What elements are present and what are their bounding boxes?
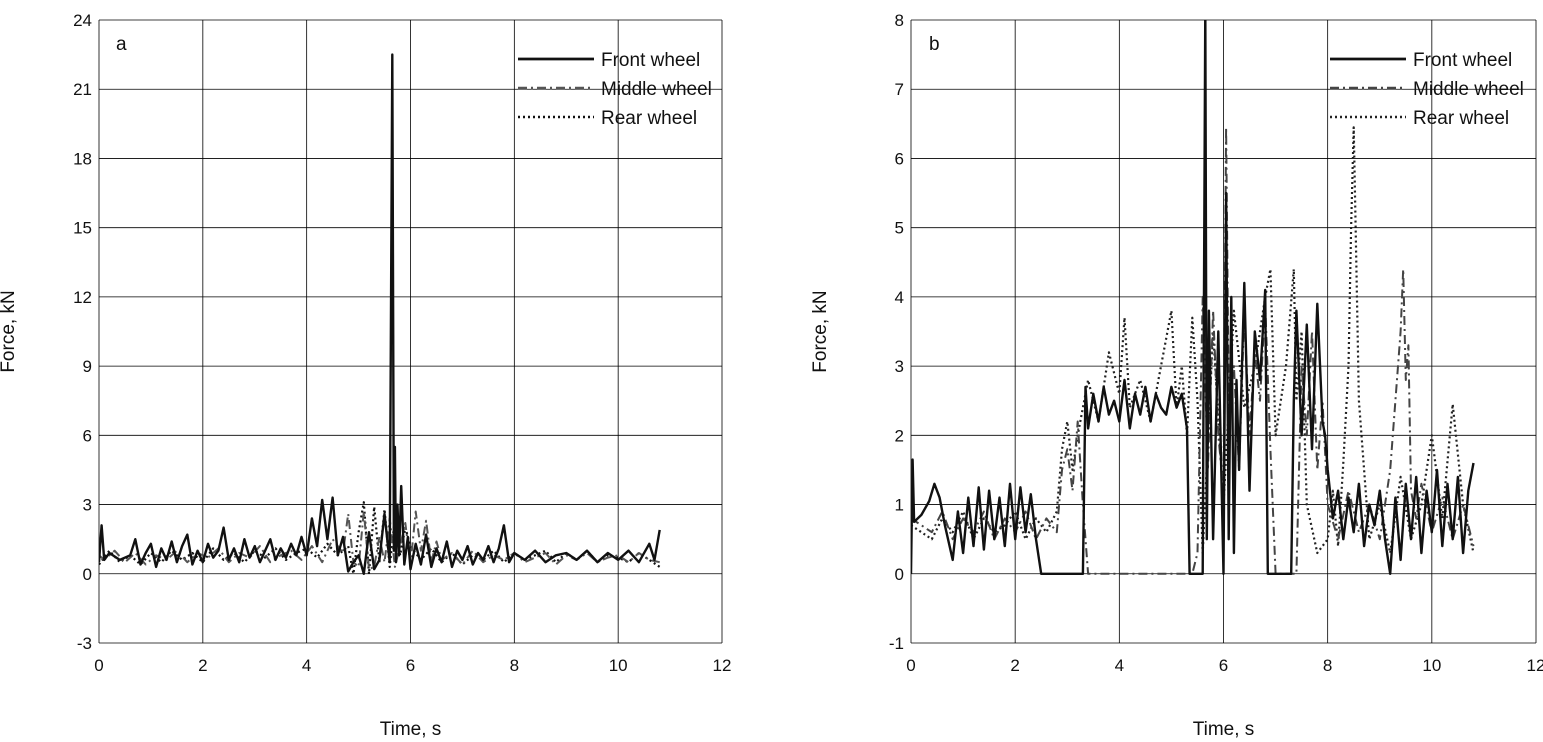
y-tick-label: 21 xyxy=(73,80,92,99)
x-tick-label: 2 xyxy=(198,656,207,675)
x-axis-label: Time, s xyxy=(1193,719,1255,740)
y-tick-label: 3 xyxy=(895,357,904,376)
y-tick-label: 4 xyxy=(895,288,904,307)
x-tick-label: 0 xyxy=(94,656,103,675)
y-tick-label: 0 xyxy=(895,565,904,584)
y-tick-label: 6 xyxy=(895,149,904,168)
series-line-middle-wheel xyxy=(911,126,1475,575)
y-tick-label: 12 xyxy=(73,288,92,307)
y-tick-label: 2 xyxy=(895,426,904,445)
series-line-front-wheel xyxy=(911,20,1475,575)
y-tick-label: 9 xyxy=(83,357,92,376)
y-tick-label: 0 xyxy=(83,565,92,584)
x-tick-label: 12 xyxy=(713,656,732,675)
legend-label: Front wheel xyxy=(601,50,700,71)
y-axis-label: Force, kN xyxy=(810,290,831,372)
legend-label: Front wheel xyxy=(1413,50,1512,71)
x-tick-label: 4 xyxy=(302,656,311,675)
series-line-rear-wheel xyxy=(911,126,1475,555)
x-tick-label: 10 xyxy=(609,656,628,675)
panel-label: a xyxy=(116,34,127,55)
x-tick-label: 8 xyxy=(1323,656,1332,675)
y-axis-label: Force, kN xyxy=(0,290,19,372)
y-tick-label: 3 xyxy=(83,496,92,515)
legend-label: Rear wheel xyxy=(1413,108,1509,129)
x-tick-label: 12 xyxy=(1527,656,1543,675)
x-tick-label: 4 xyxy=(1115,656,1124,675)
x-tick-label: 0 xyxy=(906,656,915,675)
legend-label: Middle wheel xyxy=(1413,79,1524,100)
panel-label: b xyxy=(929,34,940,55)
legend-label: Middle wheel xyxy=(601,79,712,100)
y-tick-label: 7 xyxy=(895,80,904,99)
x-tick-label: 6 xyxy=(1219,656,1228,675)
series-line-front-wheel xyxy=(99,53,661,575)
legend: Front wheel Middle wheel Rear wheel xyxy=(518,50,712,129)
y-tick-label: 5 xyxy=(895,219,904,238)
y-tick-label: -1 xyxy=(889,634,904,653)
y-tick-label: 18 xyxy=(73,149,92,168)
y-tick-label: 15 xyxy=(73,219,92,238)
y-tick-label: 1 xyxy=(895,496,904,515)
x-axis-label: Time, s xyxy=(380,719,442,740)
y-tick-label: 6 xyxy=(83,426,92,445)
x-tick-label: 6 xyxy=(406,656,415,675)
x-tick-label: 8 xyxy=(510,656,519,675)
y-tick-label: 24 xyxy=(73,11,92,30)
x-tick-label: 10 xyxy=(1422,656,1441,675)
legend: Front wheel Middle wheel Rear wheel xyxy=(1330,50,1524,129)
x-tick-label: 2 xyxy=(1010,656,1019,675)
y-tick-label: -3 xyxy=(77,634,92,653)
legend-label: Rear wheel xyxy=(601,108,697,129)
y-tick-label: 8 xyxy=(895,11,904,30)
